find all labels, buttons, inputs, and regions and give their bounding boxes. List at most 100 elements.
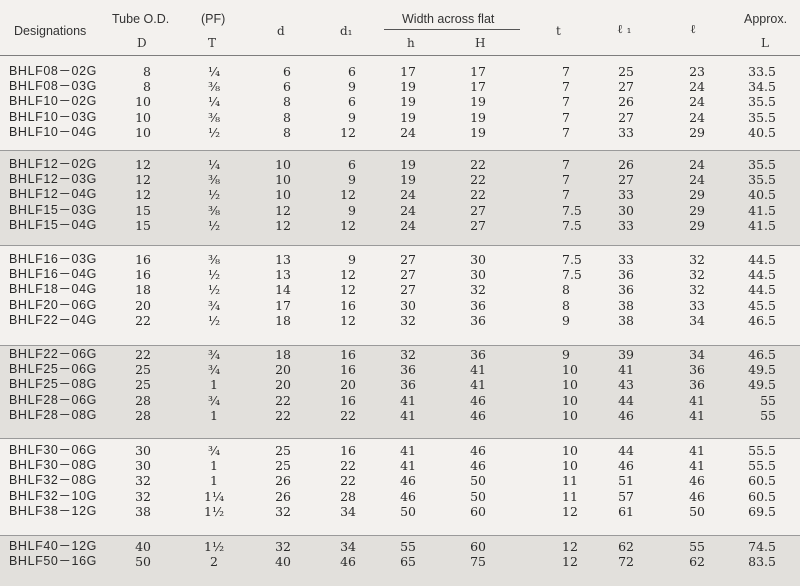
cell-d: 26 [275,488,291,504]
header-l1: ℓ ₁ [617,22,632,36]
cell-designation: BHLF25－08G [9,377,97,392]
cell-h: 24 [400,217,416,233]
cell-t: 7.5 [562,267,582,283]
header-d1: d₁ [340,24,353,38]
cell-l: 29 [689,202,705,218]
cell-t: 7 [562,94,570,110]
cell-h: 41 [400,392,416,408]
cell-d1: 12 [340,267,356,283]
cell-H: 30 [470,252,486,267]
cell-designation: BHLF20－06G [9,297,97,312]
cell-l1: 26 [618,94,634,110]
cell-approx-L: 55 [760,392,776,408]
header-tube-od: Tube O.D. [112,12,170,26]
header-h: h [407,36,415,50]
cell-d: 25 [275,458,291,474]
cell-approx-L: 44.5 [748,252,776,267]
cell-t: 7 [562,157,570,172]
table-row: BHLF25－06G 25 ¾ 20 16 36 41 10 41 36 49.5 [0,362,800,377]
cell-d: 13 [275,252,291,267]
cell-t: 12 [562,554,578,570]
cell-tube-od: 28 [135,407,151,423]
cell-H: 22 [470,187,486,203]
cell-pf: ⅜ [207,79,221,95]
cell-l: 62 [689,554,705,570]
cell-H: 30 [470,267,486,283]
cell-l1: 30 [618,202,634,218]
cell-h: 19 [400,172,416,188]
cell-approx-L: 35.5 [748,172,776,188]
cell-approx-L: 41.5 [748,217,776,233]
cell-tube-od: 12 [135,187,151,203]
cell-tube-od: 22 [135,312,151,328]
cell-l1: 33 [618,124,634,140]
row-group: BHLF22－06G 22 ¾ 18 16 32 36 9 39 34 46.5 BHLF25－06G… [0,347,800,423]
cell-h: 32 [400,347,416,362]
cell-d: 20 [275,377,291,393]
cell-l1: 43 [618,377,634,393]
cell-designation: BHLF12－02G [9,157,97,171]
cell-designation: BHLF32－08G [9,473,97,488]
cell-approx-L: 55.5 [748,443,776,458]
cell-approx-L: 55.5 [748,458,776,474]
cell-l: 46 [689,488,705,504]
cell-d1: 6 [348,64,356,79]
cell-tube-od: 10 [135,124,151,140]
cell-approx-L: 74.5 [748,539,776,554]
cell-t: 7 [562,79,570,95]
cell-d1: 9 [348,202,356,218]
cell-d: 22 [275,407,291,423]
cell-l: 41 [689,443,705,458]
header-designations: Designations [14,24,87,38]
cell-H: 60 [470,503,486,519]
cell-l: 29 [689,217,705,233]
cell-tube-od: 8 [143,79,151,95]
cell-pf: ½ [207,282,221,298]
group-divider [0,438,800,439]
cell-l1: 36 [618,267,634,283]
cell-l: 34 [689,347,705,362]
cell-d1: 28 [340,488,356,504]
width-across-flat-rule [384,29,520,30]
cell-d: 6 [283,79,291,95]
cell-H: 50 [470,488,486,504]
cell-l1: 46 [618,458,634,474]
cell-d: 18 [275,347,291,362]
table-row: BHLF08－03G 8 ⅜ 6 9 19 17 7 27 24 34.5 [0,79,800,94]
table-row: BHLF38－12G 38 1½ 32 34 50 60 12 61 50 69.5 [0,504,800,519]
cell-H: 17 [470,64,486,79]
cell-d1: 22 [340,473,356,489]
cell-h: 24 [400,202,416,218]
cell-approx-L: 34.5 [748,79,776,95]
cell-approx-L: 60.5 [748,488,776,504]
cell-d: 32 [275,503,291,519]
cell-designation: BHLF12－03G [9,172,97,187]
cell-designation: BHLF40－12G [9,539,97,553]
cell-d: 6 [283,64,291,79]
cell-pf: 1 [210,407,218,423]
cell-pf: ¾ [207,297,221,313]
cell-designation: BHLF10－04G [9,124,97,139]
cell-pf: ½ [207,124,221,140]
cell-d: 8 [283,109,291,125]
cell-tube-od: 32 [135,473,151,489]
header-tube-od-symbol: D [137,36,147,50]
cell-H: 27 [470,217,486,233]
cell-l1: 72 [618,554,634,570]
cell-pf: ⅜ [207,202,221,218]
cell-l: 36 [689,377,705,393]
cell-pf: ¾ [207,392,221,408]
cell-designation: BHLF08－03G [9,79,97,94]
table-row: BHLF16－04G 16 ½ 13 12 27 30 7.5 36 32 44.5 [0,267,800,282]
cell-l1: 36 [618,282,634,298]
cell-h: 19 [400,79,416,95]
cell-tube-od: 8 [143,64,151,79]
cell-l1: 25 [618,64,634,79]
cell-h: 27 [400,267,416,283]
table-row: BHLF10－03G 10 ⅜ 8 9 19 19 7 27 24 35.5 [0,110,800,125]
cell-h: 30 [400,297,416,313]
cell-H: 36 [470,297,486,313]
cell-t: 10 [562,458,578,474]
table-row: BHLF22－06G 22 ¾ 18 16 32 36 9 39 34 46.5 [0,347,800,362]
table-row: BHLF22－04G 22 ½ 18 12 32 36 9 38 34 46.5 [0,313,800,328]
